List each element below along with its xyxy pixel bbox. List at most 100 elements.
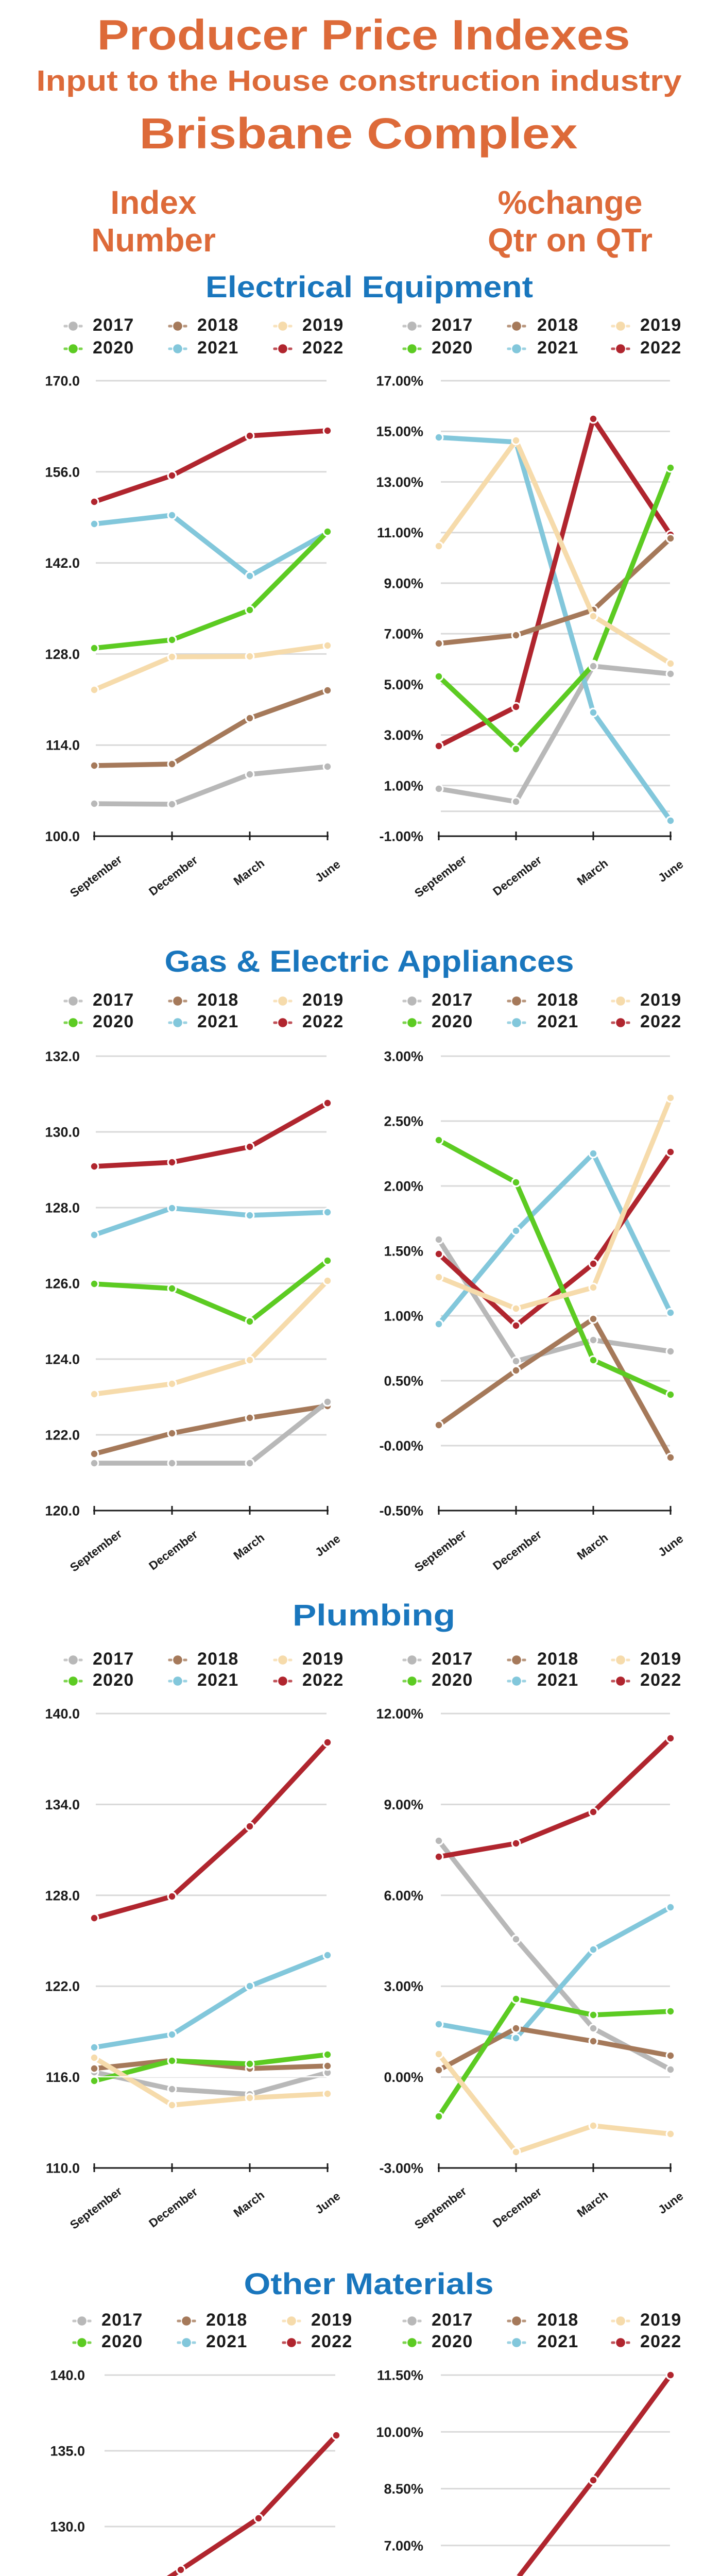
svg-text:2018: 2018 [197,1649,238,1669]
svg-text:116.0: 116.0 [46,2070,80,2085]
svg-text:2021: 2021 [537,1670,578,1690]
svg-text:2018: 2018 [537,990,578,1010]
svg-text:Other Materials: Other Materials [244,2267,494,2301]
svg-text:9.00%: 9.00% [384,1797,423,1812]
svg-text:Brisbane Complex: Brisbane Complex [140,109,578,158]
svg-text:2017: 2017 [93,1649,134,1669]
svg-text:124.0: 124.0 [45,1352,80,1367]
svg-text:110.0: 110.0 [46,2161,80,2176]
svg-text:-3.00%: -3.00% [379,2161,423,2176]
svg-text:17.00%: 17.00% [376,374,423,389]
svg-text:2.50%: 2.50% [384,1114,423,1129]
svg-text:156.0: 156.0 [45,464,80,480]
svg-text:0.50%: 0.50% [384,1374,423,1389]
svg-text:128.0: 128.0 [45,1200,80,1216]
svg-text:2022: 2022 [640,1670,681,1690]
svg-text:122.0: 122.0 [45,1979,80,1994]
svg-text:2019: 2019 [302,1649,344,1669]
svg-text:2020: 2020 [93,338,134,358]
svg-text:2017: 2017 [432,2310,473,2330]
svg-text:2019: 2019 [640,990,681,1010]
svg-text:2018: 2018 [197,315,238,335]
svg-text:3.00%: 3.00% [384,1979,423,1994]
svg-text:Plumbing: Plumbing [293,1599,455,1632]
svg-text:2022: 2022 [302,1012,344,1031]
svg-text:Input to the House constructio: Input to the House construction industry [37,64,682,97]
svg-text:2020: 2020 [101,2332,143,2351]
svg-text:2019: 2019 [640,1649,681,1669]
svg-text:2017: 2017 [93,315,134,335]
svg-text:9.00%: 9.00% [384,575,423,591]
svg-text:2021: 2021 [537,1012,578,1031]
svg-text:13.00%: 13.00% [376,474,423,490]
svg-text:0.00%: 0.00% [384,2070,423,2085]
svg-text:2020: 2020 [93,1012,134,1031]
svg-text:2020: 2020 [432,1670,473,1690]
svg-text:Index: Index [110,184,197,221]
svg-text:-0.50%: -0.50% [379,1503,423,1519]
svg-text:126.0: 126.0 [45,1276,80,1292]
svg-text:Number: Number [91,222,216,259]
svg-text:15.00%: 15.00% [376,424,423,439]
svg-text:130.0: 130.0 [50,2519,85,2535]
svg-text:2022: 2022 [311,2332,352,2351]
svg-text:2018: 2018 [537,1649,578,1669]
svg-text:2017: 2017 [432,1649,473,1669]
svg-text:2019: 2019 [302,990,344,1010]
svg-text:Qtr on QTr: Qtr on QTr [488,222,653,259]
svg-text:7.00%: 7.00% [384,2538,423,2553]
svg-text:2021: 2021 [197,1670,238,1690]
svg-text:2019: 2019 [640,2310,681,2330]
svg-text:2019: 2019 [640,315,681,335]
svg-text:2020: 2020 [93,1670,134,1690]
svg-text:2017: 2017 [432,315,473,335]
svg-text:-1.00%: -1.00% [379,829,423,844]
svg-text:2017: 2017 [101,2310,143,2330]
svg-text:2018: 2018 [197,990,238,1010]
svg-text:Electrical Equipment: Electrical Equipment [205,270,533,304]
svg-text:130.0: 130.0 [45,1125,80,1140]
svg-text:2019: 2019 [311,2310,352,2330]
svg-text:2021: 2021 [206,2332,247,2351]
svg-text:5.00%: 5.00% [384,677,423,692]
svg-text:3.00%: 3.00% [384,727,423,743]
svg-text:7.00%: 7.00% [384,626,423,642]
svg-text:132.0: 132.0 [45,1049,80,1064]
svg-text:2022: 2022 [302,1670,344,1690]
svg-text:11.00%: 11.00% [377,525,423,540]
svg-text:134.0: 134.0 [45,1797,80,1812]
svg-text:2018: 2018 [206,2310,247,2330]
svg-text:2019: 2019 [302,315,344,335]
svg-text:2018: 2018 [537,315,578,335]
svg-text:2021: 2021 [537,2332,578,2351]
svg-text:2.00%: 2.00% [384,1179,423,1194]
svg-text:128.0: 128.0 [45,1888,80,1903]
svg-text:122.0: 122.0 [45,1428,80,1443]
svg-text:135.0: 135.0 [50,2444,85,2459]
svg-text:12.00%: 12.00% [376,1706,423,1722]
svg-text:170.0: 170.0 [45,374,80,389]
svg-text:2017: 2017 [432,990,473,1010]
svg-text:142.0: 142.0 [45,555,80,571]
svg-text:120.0: 120.0 [45,1503,80,1519]
svg-text:2021: 2021 [197,1012,238,1031]
svg-text:1.00%: 1.00% [384,778,423,793]
svg-text:Gas & Electric Appliances: Gas & Electric Appliances [165,945,574,978]
svg-text:10.00%: 10.00% [376,2425,423,2440]
svg-text:Producer Price Indexes: Producer Price Indexes [97,11,630,59]
svg-text:1.50%: 1.50% [384,1244,423,1259]
svg-text:2022: 2022 [640,1012,681,1031]
svg-text:2018: 2018 [537,2310,578,2330]
svg-text:2022: 2022 [302,338,344,358]
svg-text:%change: %change [498,184,643,221]
svg-text:2022: 2022 [640,2332,681,2351]
svg-text:100.0: 100.0 [45,829,80,844]
svg-text:-0.00%: -0.00% [379,1438,423,1454]
svg-text:1.00%: 1.00% [384,1309,423,1324]
svg-text:128.0: 128.0 [45,647,80,662]
svg-text:2021: 2021 [197,338,238,358]
svg-text:2020: 2020 [432,1012,473,1031]
svg-text:6.00%: 6.00% [384,1888,423,1903]
svg-text:2020: 2020 [432,338,473,358]
svg-text:3.00%: 3.00% [384,1049,423,1064]
